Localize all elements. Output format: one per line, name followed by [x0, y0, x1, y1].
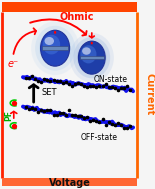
Ellipse shape	[35, 26, 75, 71]
Point	[43, 109, 46, 112]
Text: OFF-state: OFF-state	[81, 133, 118, 142]
Point	[101, 84, 104, 88]
Point	[117, 89, 119, 92]
Point	[92, 84, 95, 87]
Point	[101, 117, 104, 120]
Point	[80, 82, 82, 85]
Ellipse shape	[70, 33, 114, 82]
Point	[120, 86, 122, 89]
Point	[28, 76, 30, 79]
Point	[37, 110, 40, 113]
Point	[25, 76, 27, 79]
Point	[111, 85, 113, 88]
Point	[25, 106, 27, 109]
Point	[77, 115, 79, 118]
Point	[71, 114, 73, 117]
Point	[37, 79, 40, 82]
Point	[123, 126, 125, 129]
Point	[55, 80, 58, 83]
Point	[80, 115, 82, 118]
Point	[40, 80, 43, 83]
Ellipse shape	[43, 35, 60, 54]
Point	[49, 79, 52, 82]
Point	[62, 82, 64, 85]
Text: Ohmic: Ohmic	[59, 12, 94, 22]
Point	[62, 112, 64, 115]
Point	[34, 107, 36, 110]
FancyBboxPatch shape	[2, 178, 137, 186]
Point	[31, 106, 33, 109]
Point	[74, 114, 76, 117]
Text: PF: PF	[4, 110, 13, 121]
Point	[83, 117, 85, 120]
Text: SET: SET	[41, 88, 57, 97]
Text: Current: Current	[144, 73, 154, 116]
Point	[89, 84, 91, 87]
Ellipse shape	[82, 47, 91, 55]
Point	[43, 78, 46, 81]
Point	[95, 85, 98, 88]
Point	[55, 114, 58, 117]
Point	[31, 74, 33, 77]
Point	[49, 108, 52, 111]
Ellipse shape	[78, 41, 105, 74]
Point	[83, 84, 85, 87]
Point	[68, 108, 70, 112]
Ellipse shape	[80, 45, 96, 64]
Point	[126, 126, 128, 129]
Point	[104, 123, 107, 126]
Point	[34, 78, 36, 81]
Ellipse shape	[91, 42, 93, 44]
Point	[98, 84, 101, 87]
Point	[52, 113, 55, 116]
Point	[107, 86, 110, 89]
Ellipse shape	[31, 21, 79, 75]
Point	[71, 84, 73, 87]
Point	[86, 85, 89, 88]
Point	[95, 119, 98, 122]
Point	[107, 120, 110, 123]
Point	[113, 124, 116, 127]
Point	[77, 81, 79, 84]
Ellipse shape	[44, 37, 54, 45]
Point	[117, 121, 119, 124]
Point	[89, 119, 91, 122]
Ellipse shape	[41, 30, 70, 66]
Point	[120, 123, 122, 126]
Point	[68, 82, 70, 85]
Text: Voltage: Voltage	[49, 178, 91, 188]
Point	[40, 108, 43, 111]
Point	[46, 109, 49, 112]
Point	[129, 124, 131, 127]
Text: ON-state: ON-state	[93, 75, 127, 84]
FancyBboxPatch shape	[42, 46, 68, 50]
Point	[111, 123, 113, 126]
Point	[86, 116, 89, 119]
Point	[58, 111, 61, 114]
Point	[98, 120, 101, 123]
Point	[129, 88, 131, 91]
Ellipse shape	[54, 31, 56, 34]
Ellipse shape	[39, 30, 71, 66]
Point	[58, 79, 61, 82]
FancyBboxPatch shape	[80, 56, 104, 60]
Ellipse shape	[73, 37, 110, 78]
Ellipse shape	[77, 41, 106, 74]
Point	[92, 119, 95, 122]
Point	[74, 83, 76, 86]
Point	[64, 113, 67, 116]
Point	[123, 87, 125, 90]
FancyBboxPatch shape	[2, 2, 137, 12]
Point	[113, 86, 116, 89]
Text: e⁻: e⁻	[7, 59, 19, 69]
Point	[104, 82, 107, 85]
Point	[126, 85, 128, 88]
Point	[46, 79, 49, 82]
Point	[28, 107, 30, 110]
Point	[64, 80, 67, 83]
Point	[52, 79, 55, 82]
